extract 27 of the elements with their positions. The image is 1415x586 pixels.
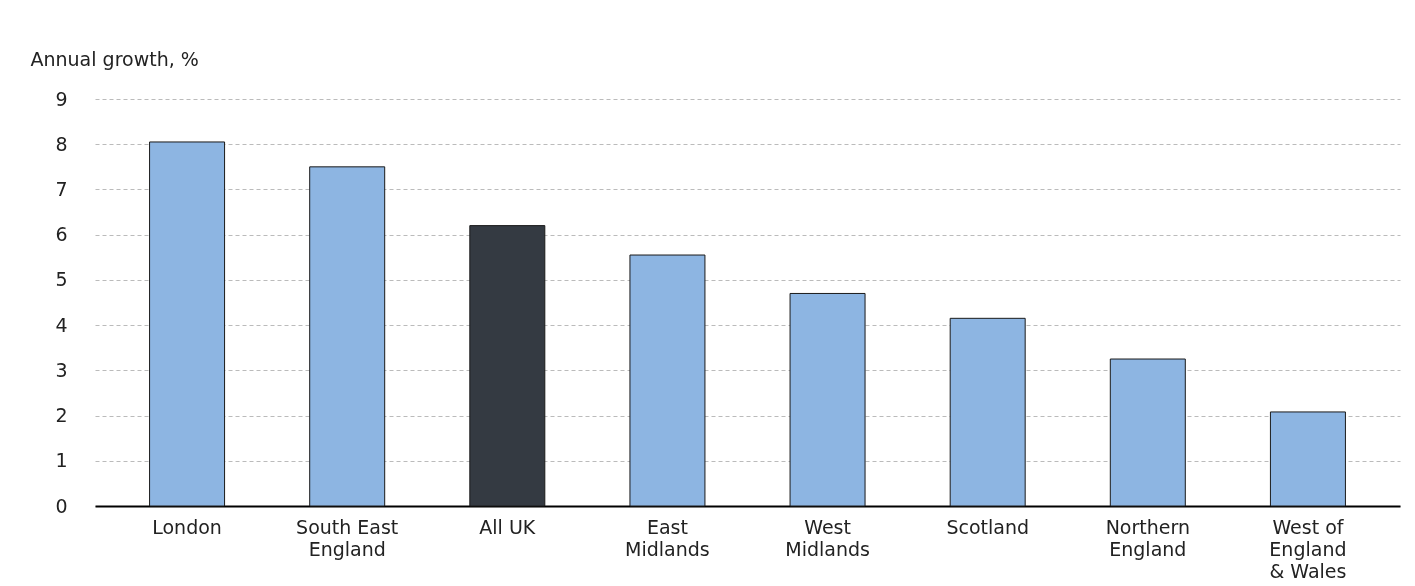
x-tick-label: London — [152, 515, 222, 538]
bar — [949, 317, 1026, 507]
x-tick-label: East Midlands — [625, 515, 710, 560]
y-tick-label: 6 — [55, 223, 68, 246]
bar — [1109, 358, 1186, 507]
x-tick-label: Scotland — [946, 515, 1029, 538]
x-tick-label: South East England — [296, 515, 399, 560]
bar — [789, 292, 866, 507]
bar — [149, 141, 226, 507]
x-tick-label: West of England & Wales — [1269, 515, 1347, 582]
y-axis-title: Annual growth, % — [30, 47, 199, 70]
bar — [629, 254, 706, 507]
x-tick-label: All UK — [479, 515, 536, 538]
bar — [309, 166, 386, 507]
y-tick-label: 9 — [55, 87, 68, 110]
bar — [469, 225, 546, 507]
y-tick-label: 5 — [55, 268, 68, 291]
y-tick-label: 7 — [55, 177, 68, 200]
y-tick-label: 0 — [55, 494, 68, 517]
x-tick-label: Northern England — [1105, 515, 1190, 560]
bar — [1269, 411, 1346, 507]
y-tick-label: 1 — [55, 449, 68, 472]
y-tick-label: 4 — [55, 313, 68, 336]
y-tick-label: 3 — [55, 358, 68, 381]
x-tick-label: West Midlands — [785, 515, 870, 560]
y-tick-label: 2 — [55, 404, 68, 427]
y-tick-label: 8 — [55, 132, 68, 155]
